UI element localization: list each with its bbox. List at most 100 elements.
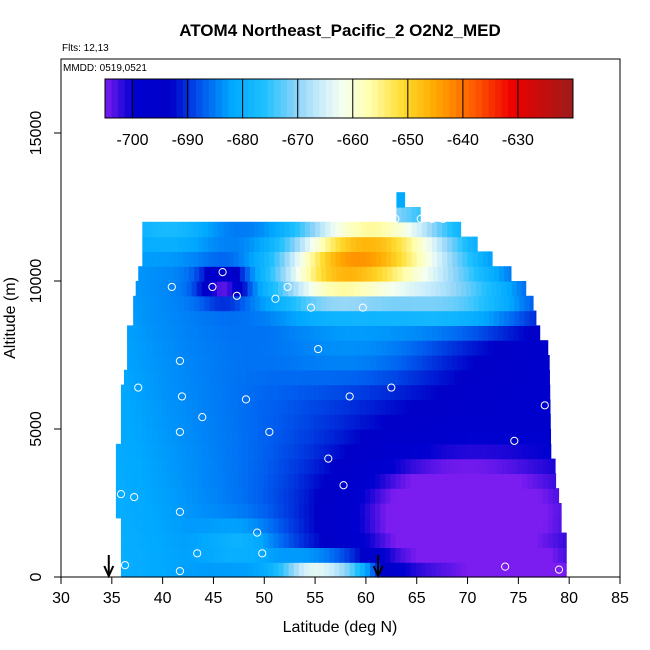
heatmap-cell [497, 414, 503, 430]
heatmap-cell [350, 221, 357, 238]
colorbar-cell [352, 79, 359, 118]
heatmap-cell [314, 488, 320, 504]
colorbar-tick-label: -640 [447, 132, 479, 149]
heatmap-cell [176, 473, 183, 489]
heatmap-cell [527, 488, 534, 504]
heatmap-cell [355, 251, 362, 267]
heatmap-cell [441, 458, 447, 474]
heatmap-cell [497, 429, 503, 445]
heatmap-cell [452, 340, 458, 356]
heatmap-cell [538, 325, 541, 341]
heatmap-cell [141, 384, 147, 400]
heatmap-cell [126, 488, 132, 504]
heatmap-cell [522, 458, 529, 474]
heatmap-cell [223, 355, 230, 371]
heatmap-cell [192, 458, 198, 474]
heatmap-cell [522, 414, 529, 430]
heatmap-cell [207, 562, 214, 578]
heatmap-cell [278, 399, 285, 415]
heatmap-cell [461, 429, 468, 445]
heatmap-cell [486, 429, 493, 445]
heatmap-cell [202, 458, 208, 474]
heatmap-cell [425, 399, 432, 415]
heatmap-cell [385, 429, 391, 445]
heatmap-cell [208, 236, 215, 252]
heatmap-cell [390, 517, 396, 534]
heatmap-cell [517, 547, 524, 563]
heatmap-cell [233, 355, 240, 371]
heatmap-cell [248, 517, 254, 534]
heatmap-cell [400, 562, 407, 578]
heatmap-cell [512, 503, 518, 519]
heatmap-cell [242, 414, 249, 430]
heatmap-cell [438, 295, 444, 312]
heatmap-cell [448, 295, 454, 312]
heatmap-cell [437, 236, 443, 252]
heatmap-cell [451, 429, 457, 445]
heatmap-cell [396, 355, 403, 371]
heatmap-cell [350, 325, 357, 341]
heatmap-cell [478, 310, 485, 326]
heatmap-cell [370, 236, 377, 252]
heatmap-cell [505, 369, 511, 386]
heatmap-cell [227, 458, 234, 474]
heatmap-cell [400, 384, 407, 400]
heatmap-cell [369, 517, 376, 534]
heatmap-cell [186, 281, 193, 297]
colorbar-cell [482, 79, 489, 118]
heatmap-cell [279, 221, 286, 238]
heatmap-cell [471, 384, 478, 400]
heatmap-cell [202, 547, 208, 563]
heatmap-cell [290, 266, 297, 282]
heatmap-cell [412, 295, 419, 312]
heatmap-cell [359, 281, 365, 297]
heatmap-cell [290, 310, 297, 326]
heatmap-cell [355, 355, 362, 371]
heatmap-cell [481, 503, 488, 519]
heatmap-cell [400, 517, 407, 534]
heatmap-cell [131, 547, 137, 563]
heatmap-cell [235, 369, 242, 386]
heatmap-cell [397, 266, 404, 282]
heatmap-cell [187, 384, 193, 400]
heatmap-cell [507, 473, 513, 489]
heatmap-cell [491, 503, 498, 519]
heatmap-cell [298, 414, 305, 430]
heatmap-cell [259, 325, 265, 341]
heatmap-cell [446, 547, 452, 563]
heatmap-cell [522, 384, 529, 400]
heatmap-cell [446, 517, 452, 534]
heatmap-cell [502, 517, 508, 534]
heatmap-cell [558, 503, 562, 519]
heatmap-cell [212, 443, 219, 460]
heatmap-cell [232, 547, 239, 563]
colorbar-cell [293, 79, 301, 118]
colorbar-tick-label: -650 [392, 132, 424, 149]
heatmap-cell [264, 221, 270, 238]
heatmap-cell [517, 443, 524, 460]
heatmap-cell [481, 281, 487, 297]
heatmap-cell [253, 532, 259, 548]
heatmap-cell [380, 443, 386, 460]
heatmap-cell [432, 266, 439, 282]
heatmap-cell [228, 340, 235, 356]
heatmap-cell [171, 473, 178, 489]
heatmap-cell [268, 429, 275, 445]
heatmap-cell [268, 458, 275, 474]
heatmap-cell [224, 310, 231, 326]
heatmap-cell [456, 443, 463, 460]
heatmap-cell [227, 503, 234, 519]
x-tick-label: 65 [408, 590, 426, 607]
heatmap-cell [481, 443, 488, 460]
heatmap-cell [259, 221, 265, 238]
heatmap-cell [355, 221, 362, 238]
heatmap-cell [380, 384, 386, 400]
heatmap-cell [120, 532, 127, 548]
heatmap-cell [457, 236, 464, 252]
heatmap-cell [308, 399, 315, 415]
heatmap-cell [294, 221, 301, 238]
heatmap-cell [436, 503, 442, 519]
heatmap-cell [171, 384, 178, 400]
heatmap-cell [254, 355, 260, 371]
heatmap-cell [207, 429, 214, 445]
